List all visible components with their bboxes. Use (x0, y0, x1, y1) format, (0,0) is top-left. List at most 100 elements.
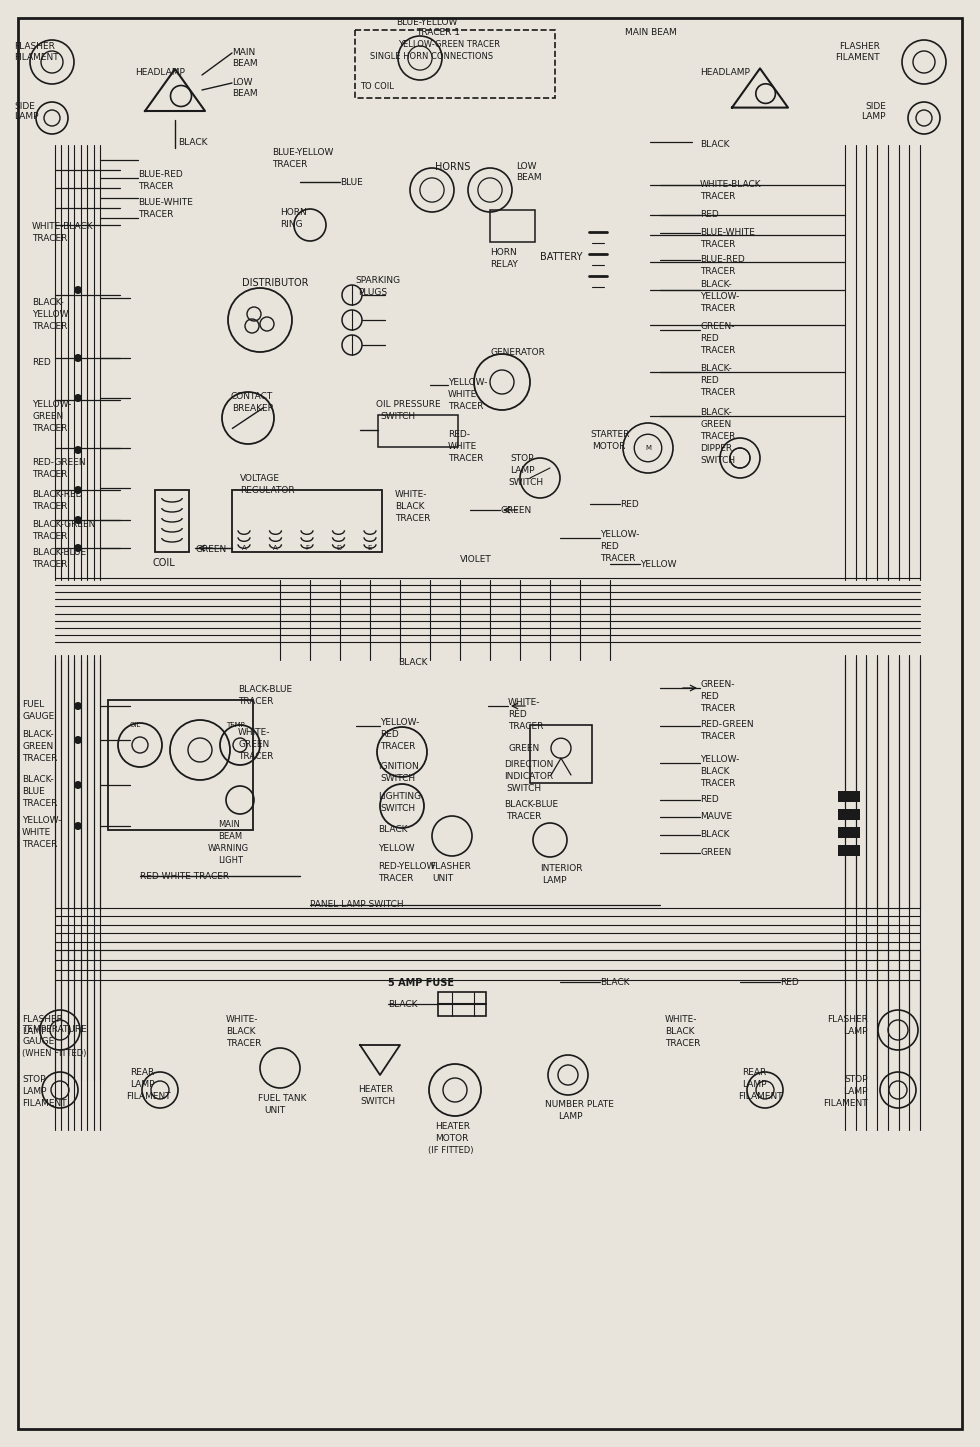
Text: LIGHT: LIGHT (218, 857, 243, 865)
Text: LAMP: LAMP (22, 1027, 46, 1036)
Text: BLACK-: BLACK- (32, 298, 64, 307)
Bar (490, 210, 535, 242)
Text: LAMP: LAMP (844, 1087, 868, 1095)
Text: LAMP: LAMP (542, 875, 566, 886)
Bar (530, 725, 592, 783)
Text: RED-YELLOW: RED-YELLOW (378, 862, 435, 871)
Text: TRACER: TRACER (378, 874, 414, 883)
Text: RED-GREEN: RED-GREEN (700, 721, 754, 729)
Text: TRACER: TRACER (700, 304, 735, 313)
Text: TRACER: TRACER (32, 502, 68, 511)
Text: STOP: STOP (845, 1075, 868, 1084)
Text: M: M (645, 446, 651, 451)
Text: LIGHTING: LIGHTING (378, 792, 421, 802)
Text: LAMP: LAMP (510, 466, 534, 475)
Text: GAUGE: GAUGE (22, 1037, 54, 1046)
Text: BEAM: BEAM (218, 832, 242, 841)
Text: BLACK-GREEN: BLACK-GREEN (32, 519, 95, 530)
Bar (155, 491, 189, 551)
Circle shape (74, 544, 82, 551)
Text: BLUE-WHITE: BLUE-WHITE (138, 198, 193, 207)
Text: BLACK: BLACK (700, 767, 729, 776)
Text: STOP: STOP (22, 1075, 45, 1084)
Text: REAR: REAR (130, 1068, 154, 1077)
Text: TRACER: TRACER (32, 323, 68, 331)
Bar (355, 30, 555, 98)
Text: WHITE-BLACK: WHITE-BLACK (700, 179, 761, 190)
Circle shape (74, 517, 82, 524)
Text: GREEN: GREEN (195, 546, 226, 554)
Text: TRACER: TRACER (32, 532, 68, 541)
Text: GREEN-: GREEN- (700, 680, 734, 689)
Text: FLASHER: FLASHER (22, 1014, 63, 1024)
Bar (232, 491, 382, 551)
Text: TO COIL: TO COIL (360, 82, 394, 91)
Text: RED: RED (780, 978, 799, 987)
Text: TRACER: TRACER (700, 240, 735, 249)
Text: TRACER: TRACER (380, 742, 416, 751)
Text: MAIN: MAIN (232, 48, 255, 56)
Text: BLACK-RED: BLACK-RED (32, 491, 82, 499)
Text: TRACER: TRACER (700, 778, 735, 789)
Text: MOTOR: MOTOR (435, 1134, 468, 1143)
Text: WHITE: WHITE (22, 828, 51, 836)
Text: (IF FITTED): (IF FITTED) (428, 1146, 473, 1155)
Text: TRACER: TRACER (700, 268, 735, 276)
Text: HEATER: HEATER (358, 1085, 393, 1094)
Text: BLACK: BLACK (178, 137, 208, 148)
Text: RED-GREEN: RED-GREEN (32, 459, 85, 467)
Text: GREEN-: GREEN- (700, 323, 734, 331)
Text: GAUGE: GAUGE (22, 712, 54, 721)
Text: BLACK: BLACK (700, 140, 729, 149)
Text: BLACK-BLUE: BLACK-BLUE (32, 548, 86, 557)
Circle shape (74, 287, 82, 294)
Text: SWITCH: SWITCH (360, 1097, 395, 1106)
Text: VIOLET: VIOLET (460, 556, 492, 564)
Text: FILAMENT: FILAMENT (22, 1100, 67, 1108)
Text: MOTOR: MOTOR (592, 441, 625, 451)
Text: FILAMENT: FILAMENT (14, 54, 59, 62)
Text: GREEN: GREEN (238, 739, 270, 750)
Text: TRACER: TRACER (272, 161, 308, 169)
Text: BLACK-BLUE: BLACK-BLUE (238, 684, 292, 695)
Text: BEAM: BEAM (516, 174, 542, 182)
Text: SINGLE HORN CONNECTIONS: SINGLE HORN CONNECTIONS (370, 52, 493, 61)
Text: TRACER: TRACER (32, 470, 68, 479)
Text: LAMP: LAMP (558, 1111, 582, 1121)
Text: SWITCH: SWITCH (380, 805, 416, 813)
Text: RED: RED (700, 692, 718, 700)
Text: TRACER 1: TRACER 1 (416, 27, 460, 38)
Text: LAMP: LAMP (844, 1027, 868, 1036)
Circle shape (74, 781, 82, 789)
Text: FUEL: FUEL (22, 700, 44, 709)
Text: DISTRIBUTOR: DISTRIBUTOR (242, 278, 309, 288)
Text: TRACER: TRACER (448, 454, 483, 463)
Text: RED: RED (700, 334, 718, 343)
Text: TRACER: TRACER (506, 812, 541, 820)
Text: E: E (368, 546, 372, 551)
Text: BLACK: BLACK (226, 1027, 256, 1036)
Text: GENERATOR: GENERATOR (490, 347, 545, 357)
Text: A: A (242, 546, 246, 551)
Text: FILAMENT: FILAMENT (126, 1092, 171, 1101)
Text: SWITCH: SWITCH (508, 478, 543, 488)
Text: BLACK-: BLACK- (700, 408, 732, 417)
Text: SWITCH: SWITCH (380, 412, 416, 421)
Text: DIRECTION: DIRECTION (504, 760, 554, 768)
Text: RED: RED (380, 729, 399, 739)
Text: WARNING: WARNING (208, 844, 249, 852)
Text: MAUVE: MAUVE (700, 812, 732, 820)
Text: IGNITION: IGNITION (378, 763, 418, 771)
Text: SIDE: SIDE (14, 101, 35, 111)
Text: FILAMENT: FILAMENT (823, 1100, 868, 1108)
Text: TRACER: TRACER (508, 722, 543, 731)
Text: BLUE: BLUE (340, 178, 363, 187)
Circle shape (74, 702, 82, 710)
Text: YELLOW-: YELLOW- (380, 718, 419, 726)
Text: TRACER: TRACER (238, 752, 273, 761)
Text: 5 AMP FUSE: 5 AMP FUSE (388, 978, 454, 988)
Text: FLASHER: FLASHER (827, 1014, 868, 1024)
Text: INTERIOR: INTERIOR (540, 864, 582, 873)
Text: TRACER: TRACER (226, 1039, 262, 1048)
Circle shape (74, 394, 82, 402)
